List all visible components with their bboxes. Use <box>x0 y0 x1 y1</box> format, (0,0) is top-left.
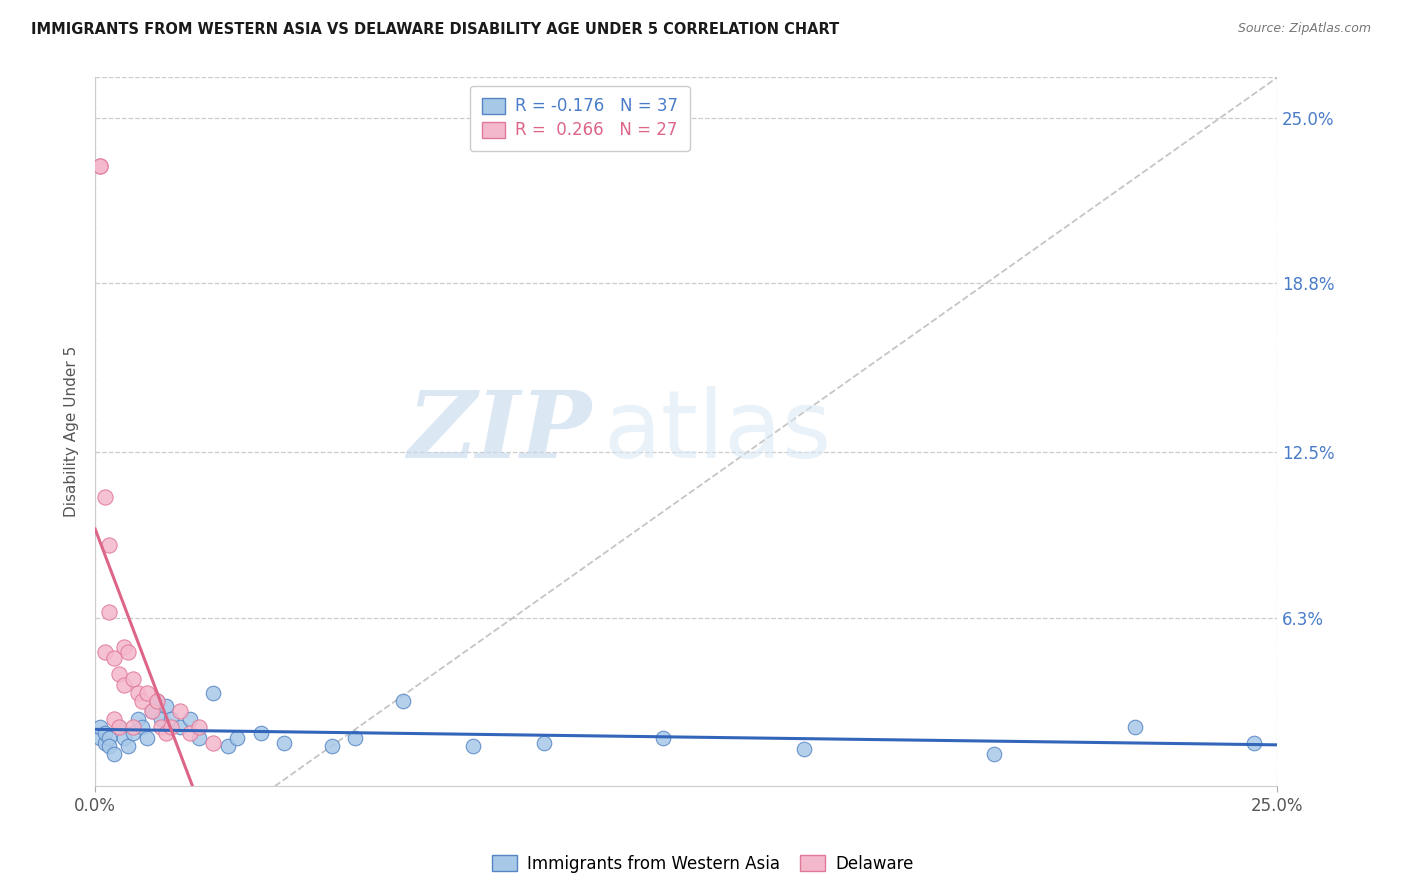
Point <box>188 720 211 734</box>
Point <box>202 685 225 699</box>
Point <box>122 725 145 739</box>
Point <box>179 725 201 739</box>
Point <box>273 736 295 750</box>
Point <box>169 704 191 718</box>
Point <box>108 720 131 734</box>
Point <box>141 704 163 718</box>
Point <box>98 538 121 552</box>
Point <box>145 693 167 707</box>
Point <box>127 685 149 699</box>
Point <box>89 720 111 734</box>
Point <box>89 731 111 745</box>
Point <box>344 731 367 745</box>
Point <box>217 739 239 753</box>
Point <box>93 645 115 659</box>
Text: atlas: atlas <box>603 386 832 478</box>
Point <box>169 720 191 734</box>
Point <box>793 741 815 756</box>
Legend: Immigrants from Western Asia, Delaware: Immigrants from Western Asia, Delaware <box>485 848 921 880</box>
Point <box>226 731 249 745</box>
Point <box>127 712 149 726</box>
Point <box>103 747 125 761</box>
Point <box>463 739 485 753</box>
Point <box>1243 736 1265 750</box>
Point <box>93 491 115 505</box>
Point <box>131 693 153 707</box>
Point <box>155 698 177 713</box>
Point <box>1125 720 1147 734</box>
Point <box>533 736 555 750</box>
Text: IMMIGRANTS FROM WESTERN ASIA VS DELAWARE DISABILITY AGE UNDER 5 CORRELATION CHAR: IMMIGRANTS FROM WESTERN ASIA VS DELAWARE… <box>31 22 839 37</box>
Point <box>117 739 139 753</box>
Point <box>117 645 139 659</box>
Point <box>155 725 177 739</box>
Point <box>249 725 271 739</box>
Point <box>160 712 183 726</box>
Point <box>98 605 121 619</box>
Point <box>112 731 135 745</box>
Point <box>122 720 145 734</box>
Text: ZIP: ZIP <box>408 387 592 477</box>
Point <box>391 693 413 707</box>
Point <box>150 712 173 726</box>
Point <box>145 693 167 707</box>
Point <box>98 739 121 753</box>
Point <box>93 736 115 750</box>
Point <box>89 159 111 173</box>
Point <box>98 731 121 745</box>
Point <box>651 731 673 745</box>
Point <box>93 725 115 739</box>
Point <box>89 159 111 173</box>
Point <box>136 685 159 699</box>
Point <box>103 712 125 726</box>
Point <box>108 666 131 681</box>
Point <box>150 720 173 734</box>
Point <box>141 704 163 718</box>
Point <box>202 736 225 750</box>
Point <box>108 720 131 734</box>
Y-axis label: Disability Age Under 5: Disability Age Under 5 <box>65 346 79 517</box>
Point <box>131 720 153 734</box>
Point <box>188 731 211 745</box>
Legend: R = -0.176   N = 37, R =  0.266   N = 27: R = -0.176 N = 37, R = 0.266 N = 27 <box>470 86 690 151</box>
Point <box>103 650 125 665</box>
Point <box>112 677 135 691</box>
Point <box>136 731 159 745</box>
Point <box>179 712 201 726</box>
Text: Source: ZipAtlas.com: Source: ZipAtlas.com <box>1237 22 1371 36</box>
Point <box>983 747 1005 761</box>
Point <box>112 640 135 654</box>
Point <box>122 672 145 686</box>
Point <box>321 739 343 753</box>
Point <box>160 720 183 734</box>
